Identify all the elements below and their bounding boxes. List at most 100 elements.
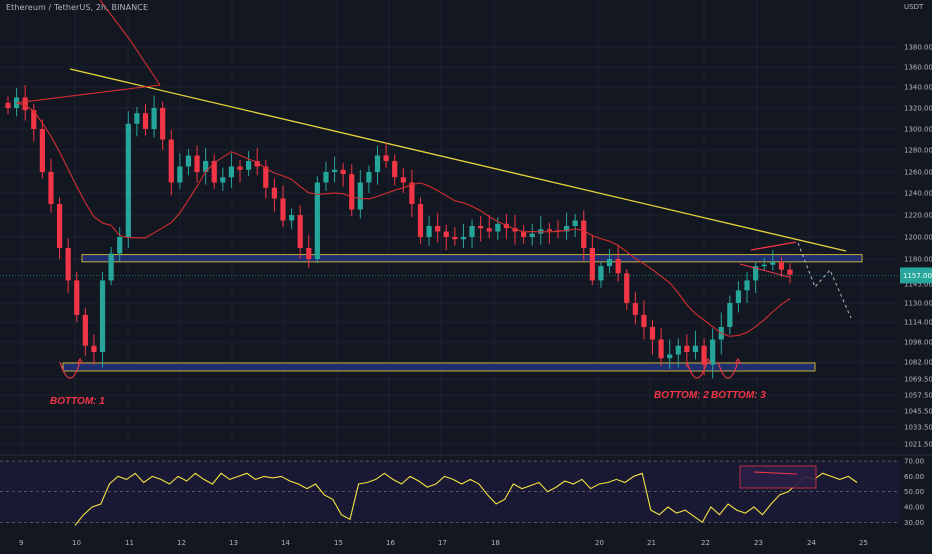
candle — [606, 259, 613, 267]
price-tick-label: 1280.00 — [904, 147, 932, 155]
resistance-zone — [81, 254, 863, 263]
time-tick-label: 20 — [595, 539, 604, 547]
candle — [74, 280, 80, 315]
time-tick-label: 11 — [125, 539, 134, 547]
candle — [349, 174, 355, 210]
candle — [581, 220, 587, 248]
bottom-arc — [686, 361, 708, 379]
candle — [366, 172, 372, 183]
moving-average-layer — [16, 0, 791, 337]
currency-label: USDT — [904, 3, 924, 11]
bottom-arc — [717, 361, 739, 379]
candle — [125, 123, 131, 237]
bottom-arc — [59, 361, 81, 379]
candle — [91, 345, 97, 352]
annotation-layer: BOTTOM: 1 BOTTOM: 2 BOTTOM: 3 — [50, 241, 852, 407]
time-axis: 9 10 11 12 13 14 15 16 17 18 20 21 22 23 24 25 — [19, 539, 868, 547]
candle — [134, 113, 140, 124]
price-tick-label: 1360.00 — [904, 64, 932, 72]
candle — [306, 248, 312, 259]
price-tick-label: 1145.00 — [904, 281, 932, 289]
candle — [400, 177, 406, 183]
time-tick-label: 12 — [177, 539, 186, 547]
symbol-header: Ethereum / TetherUS, 2h, BINANCE — [6, 3, 149, 12]
candle — [727, 303, 733, 327]
price-tick-label: 1340.00 — [904, 84, 932, 92]
bottom-2-label: BOTTOM: 2 — [654, 390, 709, 401]
candle — [108, 253, 114, 281]
candle — [778, 261, 785, 270]
candle — [452, 237, 458, 240]
price-tick-label: 1240.00 — [904, 190, 932, 198]
last-price-box — [900, 267, 932, 284]
rsi-line — [74, 472, 858, 526]
arrow-up-icon — [76, 357, 84, 365]
candle — [177, 166, 183, 183]
price-tick-label: 1300.00 — [904, 126, 932, 134]
candle — [288, 215, 295, 221]
candle — [469, 226, 475, 237]
wedge-lower — [739, 263, 790, 278]
time-tick-label: 10 — [72, 539, 81, 547]
candle — [82, 314, 88, 346]
candle — [521, 231, 527, 237]
candle — [632, 303, 638, 315]
candle — [417, 204, 424, 237]
candle — [237, 166, 243, 170]
candle — [546, 229, 552, 231]
time-tick-label: 24 — [807, 539, 816, 547]
candle — [392, 161, 398, 178]
price-tick-label: 1200.00 — [904, 234, 932, 242]
candle — [211, 161, 217, 183]
candle — [409, 182, 415, 204]
candle — [598, 266, 604, 281]
arrow-up-icon — [734, 357, 742, 365]
price-tick-label: 1130.00 — [904, 300, 932, 308]
trendline-layer — [69, 68, 847, 252]
time-tick-label: 13 — [229, 539, 238, 547]
candle — [56, 204, 63, 248]
price-tick-label: 1098.00 — [904, 339, 932, 347]
time-tick-label: 23 — [754, 539, 763, 547]
candle — [340, 169, 346, 175]
candle — [117, 237, 123, 254]
candle — [160, 108, 166, 140]
candle — [31, 110, 37, 129]
candle — [5, 102, 11, 108]
rsi-pane: 70.00 60.00 50.00 40.00 30.00 — [0, 454, 932, 527]
candle — [744, 280, 750, 291]
candle — [529, 233, 535, 237]
candle — [185, 155, 192, 167]
rsi-tick-label: 40.00 — [904, 504, 924, 512]
candle — [787, 269, 793, 275]
candle — [563, 226, 570, 232]
candle — [426, 226, 432, 237]
candle — [649, 327, 656, 340]
candle — [667, 354, 673, 359]
price-axis: USDT 1380.00 1360.00 1340.00 1320.00 1300.00 1… — [0, 3, 932, 449]
candle — [624, 273, 630, 303]
candle — [142, 113, 149, 129]
price-tick-label: 1260.00 — [904, 169, 932, 177]
candle — [263, 166, 269, 188]
candle — [314, 182, 320, 259]
candle — [280, 198, 286, 221]
candle — [735, 290, 742, 303]
price-tick-label: 1045.50 — [904, 408, 932, 416]
time-tick-label: 18 — [491, 539, 500, 547]
support-zones — [62, 254, 863, 372]
candle — [589, 248, 595, 281]
candle — [495, 223, 501, 232]
rsi-highlight-box — [739, 465, 817, 489]
price-tick-label: 1069.50 — [904, 376, 932, 384]
candle — [761, 264, 767, 267]
candle — [572, 220, 578, 226]
projection-path — [797, 242, 852, 319]
time-tick-label: 17 — [438, 539, 447, 547]
rsi-tick-label: 30.00 — [904, 519, 924, 527]
candle — [435, 226, 441, 232]
bottom-3-label: BOTTOM: 3 — [711, 390, 766, 401]
candle — [99, 280, 106, 352]
